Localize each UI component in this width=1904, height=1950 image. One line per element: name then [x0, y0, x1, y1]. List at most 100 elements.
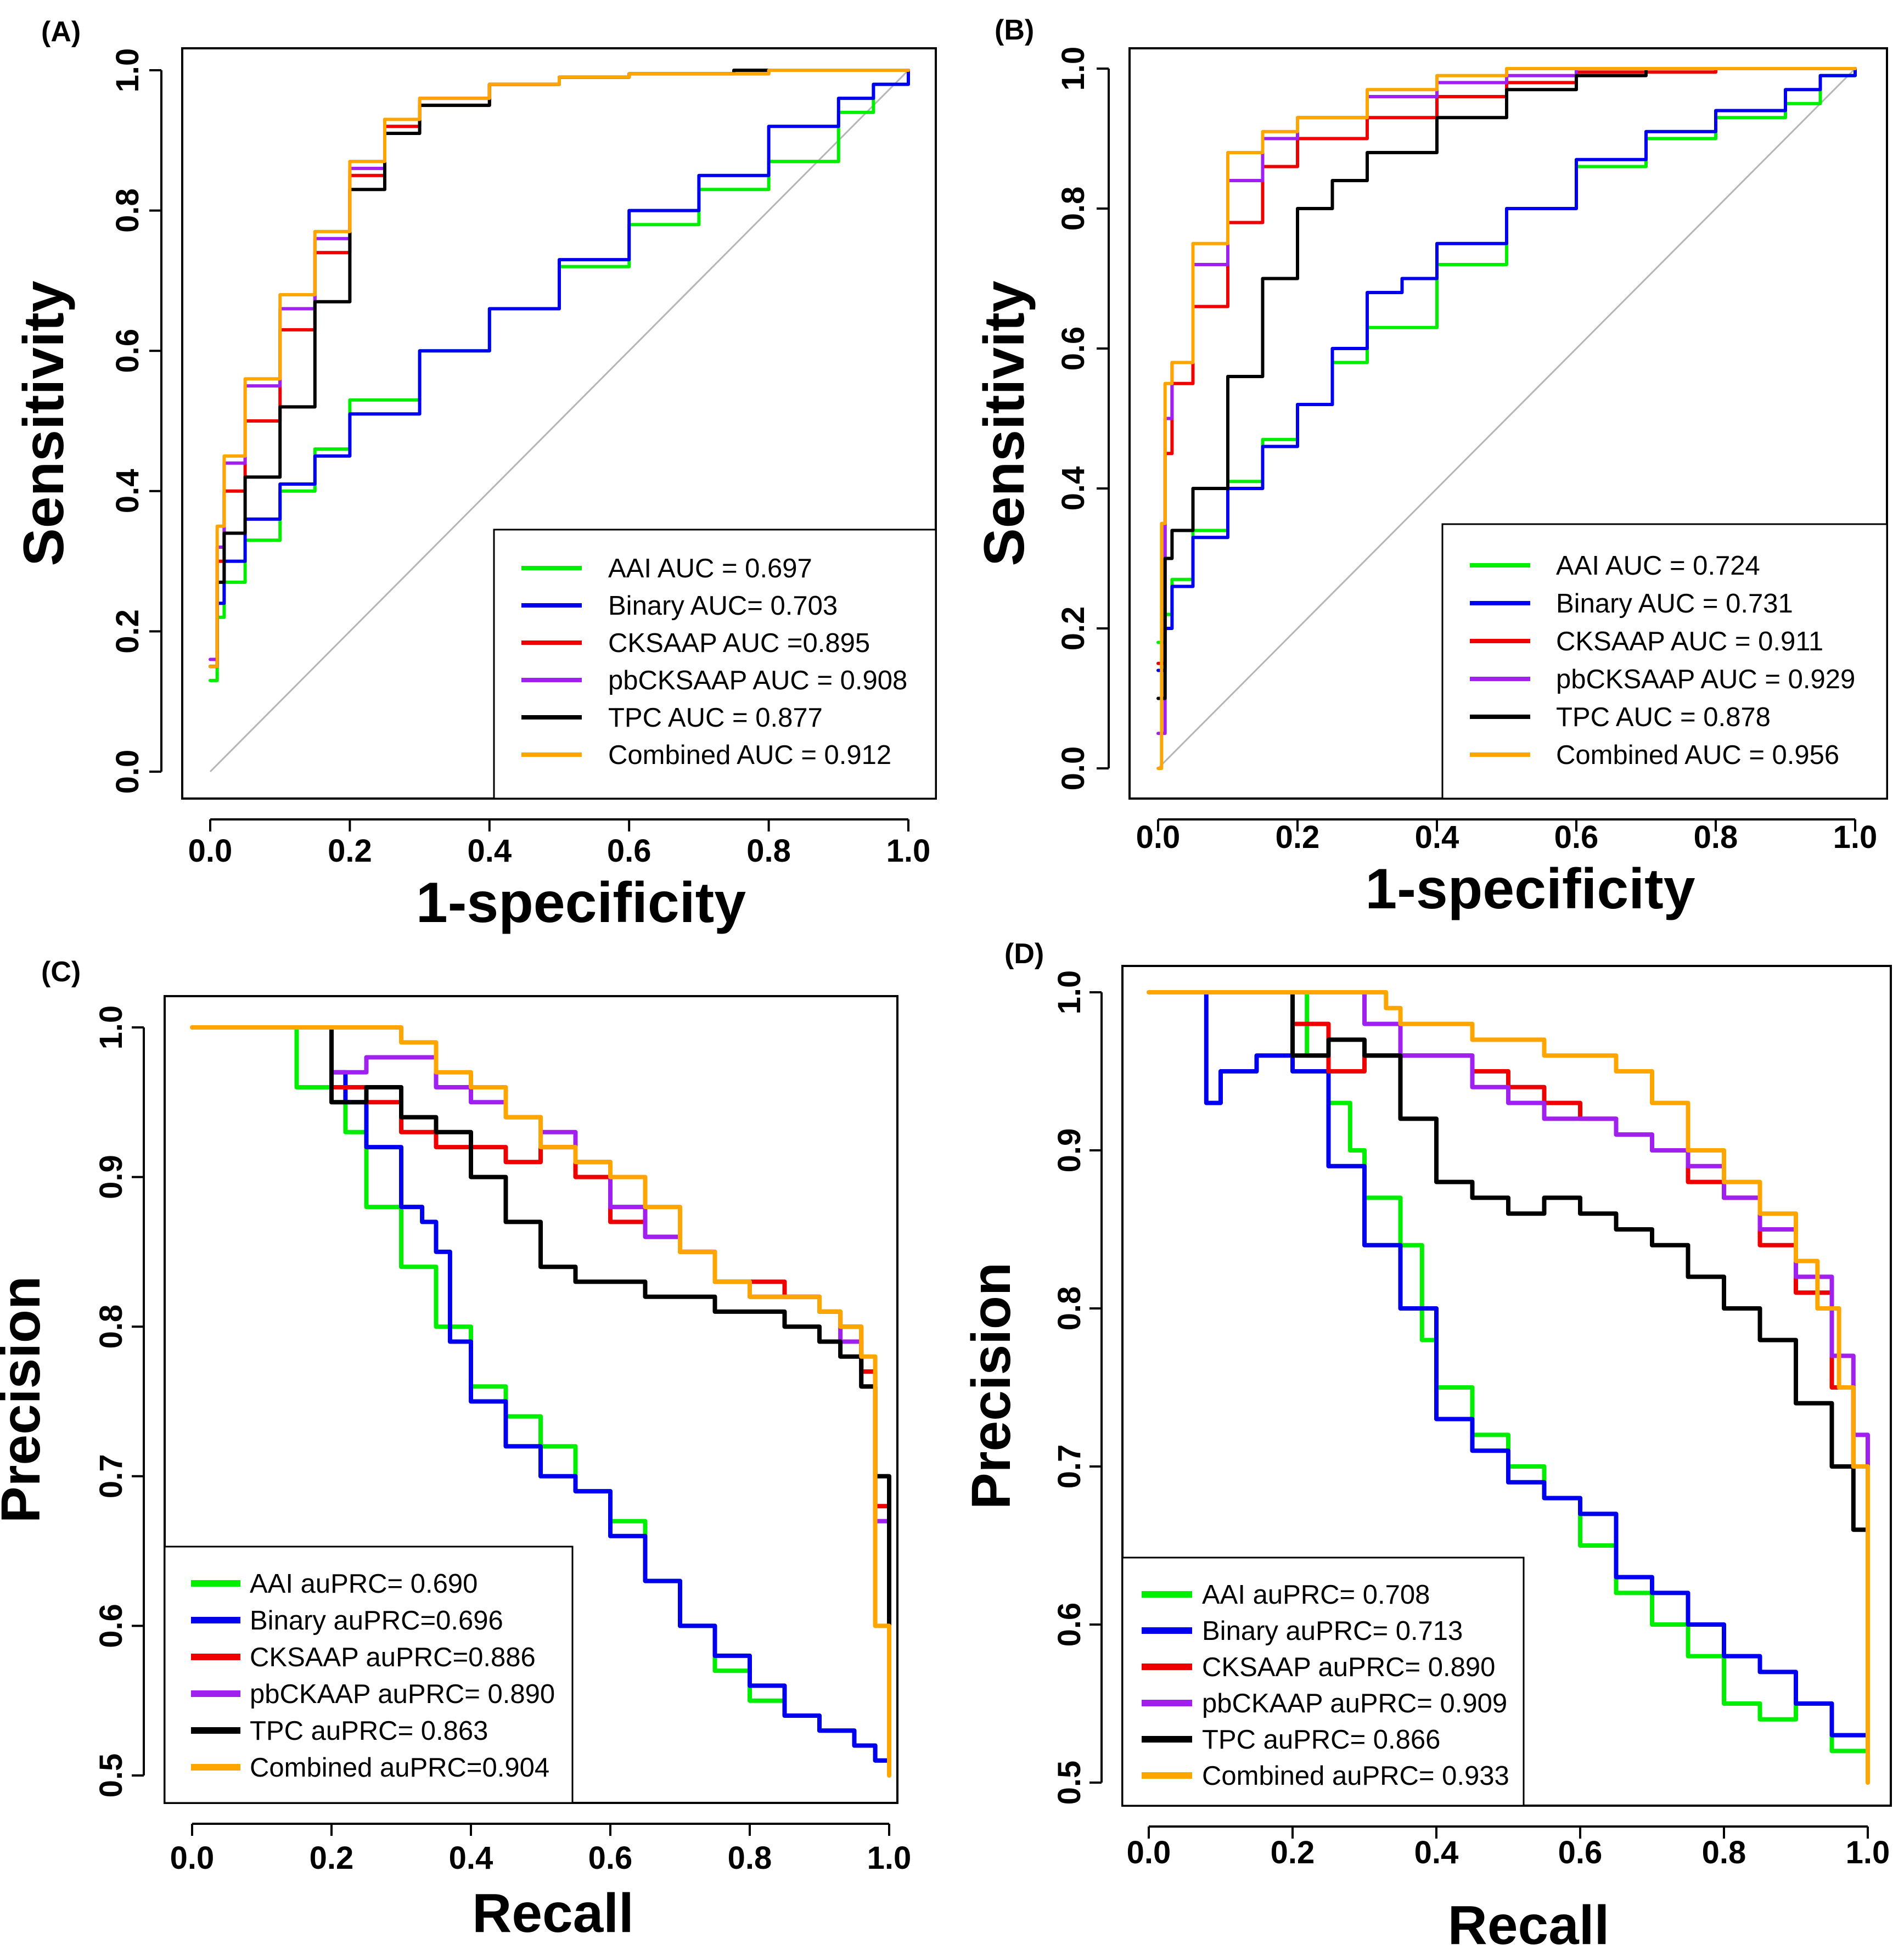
panel-b-label: (B): [995, 14, 1034, 46]
panel-c-legend-label-aai: AAI auPRC= 0.690: [250, 1569, 478, 1599]
panel-c-x-tick-label: 0.0: [170, 1840, 215, 1876]
panel-d-y-axis-title: Precision: [961, 1262, 1022, 1509]
panel-c-line-binary: [294, 1025, 891, 1763]
panel-d-legend-label-combined: Combined auPRC= 0.933: [1202, 1761, 1509, 1791]
panel-c-y-tick-label: 0.8: [93, 1305, 129, 1349]
panel-b-y-tick-label: 0.0: [1055, 746, 1091, 791]
panel-b-line-combined: [1156, 67, 1857, 770]
panel-a-series: [209, 69, 910, 682]
panel-b-y-tick-label: 0.8: [1055, 187, 1091, 231]
panel-c-axes: 0.0 0.2 0.4 0.6 0.8 1.0 0.5 0.6 0.7 0.8 0.9 1.0: [93, 1005, 911, 1876]
panel-b-axes: 0.0 0.2 0.4 0.6 0.8 1.0 0.0 0.2 0.4 0.6 0.8 1.0: [1055, 47, 1877, 855]
panel-d-line-binary: [1204, 990, 1870, 1769]
panel-d-legend-label-tpc: TPC auPRC= 0.866: [1202, 1725, 1440, 1755]
panel-a-diagonal-line: [209, 69, 909, 773]
panel-b-series: [1156, 67, 1857, 770]
panel-b-x-tick-label: 1.0: [1833, 819, 1878, 855]
panel-d-y-tick-label: 1.0: [1052, 970, 1087, 1015]
panel-c-series: [190, 1025, 891, 1778]
panel-b-x-tick-label: 0.0: [1136, 819, 1181, 855]
panel-c-legend-label-pbckaap: pbCKAAP auPRC= 0.890: [250, 1679, 555, 1709]
panel-b: (B) 0.0 0.2 0.4 0.6 0.8 1.0 0.0 0.2 0.4 0.6 0.8 1.0…: [973, 14, 1888, 921]
panel-a-legend-label-aai: AAI AUC = 0.697: [608, 554, 812, 583]
panel-d-y-tick-label: 0.9: [1052, 1128, 1087, 1173]
panel-c-x-tick-label: 0.4: [449, 1840, 493, 1876]
panel-a-x-tick-label: 0.2: [328, 833, 372, 869]
panel-d-x-tick-label: 0.2: [1271, 1835, 1315, 1870]
panel-b-y-tick-label: 0.2: [1055, 606, 1091, 651]
panel-d-y-tick-label: 0.6: [1052, 1603, 1087, 1647]
panel-a-y-tick-label: 1.0: [110, 48, 145, 93]
panel-a-legend: AAI AUC = 0.697 Binary AUC= 0.703 CKSAAP A…: [493, 529, 937, 800]
panel-a-y-tick-label: 0.8: [110, 188, 145, 233]
panel-c-x-axis-title: Recall: [472, 1882, 634, 1944]
panel-c-y-tick-label: 0.7: [93, 1454, 129, 1498]
panel-a-label: (A): [41, 16, 81, 48]
panel-d-x-tick-label: 0.4: [1414, 1835, 1459, 1870]
panel-a-x-tick-label: 1.0: [886, 833, 931, 869]
panel-a-x-tick-label: 0.8: [746, 833, 791, 869]
panel-d-legend: AAI auPRC= 0.708 Binary auPRC= 0.713 CKSAA…: [1121, 1556, 1525, 1807]
panel-c-legend: AAI auPRC= 0.690 Binary auPRC=0.696 CKSAAP…: [164, 1546, 574, 1804]
panel-a: (A) 0.0 0.2 0.4 0.6 0.8 1.0 0.0 0.2 0.4 0.6 0.8 1.0…: [12, 16, 937, 935]
panel-c-legend-box: [164, 1546, 574, 1804]
panel-b-legend-label-pbcksaap: pbCKSAAP AUC = 0.929: [1556, 665, 1855, 694]
panel-a-y-tick-label: 0.2: [110, 609, 145, 654]
panel-c-y-tick-label: 0.9: [93, 1155, 129, 1199]
panel-d-line-cksaap: [1276, 990, 1870, 1659]
panel-a-y-tick-label: 0.4: [110, 469, 145, 513]
panel-c-label: (C): [41, 956, 81, 988]
panel-c-x-tick-label: 0.8: [728, 1840, 772, 1876]
panel-a-x-axis-title: 1-specificity: [416, 871, 746, 935]
panel-d-legend-label-pbckaap: pbCKAAP auPRC= 0.909: [1202, 1689, 1507, 1718]
panel-b-x-tick-label: 0.6: [1554, 819, 1599, 855]
panel-a-y-tick-label: 0.6: [110, 329, 145, 373]
panel-d-line-tpc: [1254, 990, 1870, 1627]
panel-c-x-tick-label: 0.2: [310, 1840, 354, 1876]
panel-a-plot: 0.0 0.2 0.4 0.6 0.8 1.0 0.0 0.2 0.4 0.6 0.8 1.0 1-sp…: [12, 47, 937, 935]
panel-d-legend-box: [1121, 1556, 1525, 1807]
panel-d-legend-label-aai: AAI auPRC= 0.708: [1202, 1580, 1430, 1610]
panel-d-axes: 0.0 0.2 0.4 0.6 0.8 1.0 0.5 0.6 0.7 0.8 0.9 1.0: [1052, 970, 1890, 1870]
panel-c-legend-label-combined: Combined auPRC=0.904: [250, 1753, 549, 1783]
panel-c-line-combined: [190, 1025, 891, 1778]
panel-d-x-tick-label: 1.0: [1846, 1835, 1890, 1870]
panel-c-y-tick-label: 0.5: [93, 1754, 129, 1798]
panel-b-x-tick-label: 0.4: [1415, 819, 1459, 855]
panel-a-legend-label-tpc: TPC AUC = 0.877: [608, 703, 823, 733]
panel-a-legend-label-cksaap: CKSAAP AUC =0.895: [608, 628, 870, 658]
panel-b-line-binary: [1156, 67, 1857, 672]
panel-d-line-aai: [1290, 990, 1870, 1769]
panel-b-x-tick-label: 0.2: [1276, 819, 1320, 855]
panel-d-x-tick-label: 0.0: [1127, 1835, 1171, 1870]
panel-b-y-tick-label: 1.0: [1055, 47, 1091, 91]
panel-b-y-tick-label: 0.4: [1055, 467, 1091, 511]
panel-b-diagonal-line: [1157, 68, 1856, 769]
panel-b-line-tpc: [1156, 67, 1857, 700]
panel-c-x-tick-label: 1.0: [867, 1840, 912, 1876]
panel-c-y-tick-label: 1.0: [93, 1005, 129, 1050]
panel-b-legend-label-tpc: TPC AUC = 0.878: [1556, 703, 1771, 732]
panel-a-x-tick-label: 0.0: [188, 833, 233, 869]
panel-d-legend-label-binary: Binary auPRC= 0.713: [1202, 1616, 1463, 1646]
panel-a-line-binary: [209, 69, 910, 668]
panel-d-y-tick-label: 0.5: [1052, 1761, 1087, 1805]
panel-d-x-tick-label: 0.8: [1702, 1835, 1746, 1870]
panel-d-y-tick-label: 0.8: [1052, 1286, 1087, 1331]
panel-b-y-tick-label: 0.6: [1055, 327, 1091, 371]
panel-c-x-tick-label: 0.6: [588, 1840, 633, 1876]
panel-c-legend-label-cksaap: CKSAAP auPRC=0.886: [250, 1643, 536, 1672]
panel-b-legend: AAI AUC = 0.724 Binary AUC = 0.731 CKSAAP …: [1441, 523, 1888, 800]
panel-d: (D) 0.0 0.2 0.4 0.6 0.8 1.0 0.5 0.6 0.7 0.8 0.9 1.0…: [961, 938, 1892, 1950]
panel-b-y-axis-title: Sensitivity: [973, 280, 1036, 566]
panel-a-y-tick-label: 0.0: [110, 750, 145, 794]
panel-a-legend-label-pbcksaap: pbCKSAAP AUC = 0.908: [608, 666, 907, 695]
panel-c-y-axis-title: Precision: [0, 1276, 52, 1523]
panel-d-y-tick-label: 0.7: [1052, 1445, 1087, 1489]
panel-a-legend-label-combined: Combined AUC = 0.912: [608, 740, 891, 770]
panel-c-y-tick-label: 0.6: [93, 1604, 129, 1648]
panel-c-plot: 0.0 0.2 0.4 0.6 0.8 1.0 0.5 0.6 0.7 0.8 0.9 1.0 Reca…: [0, 995, 911, 1944]
panel-b-legend-label-aai: AAI AUC = 0.724: [1556, 551, 1760, 581]
panel-d-plot: 0.0 0.2 0.4 0.6 0.8 1.0 0.5 0.6 0.7 0.8 0.9 1.0 Reca…: [961, 965, 1892, 1950]
